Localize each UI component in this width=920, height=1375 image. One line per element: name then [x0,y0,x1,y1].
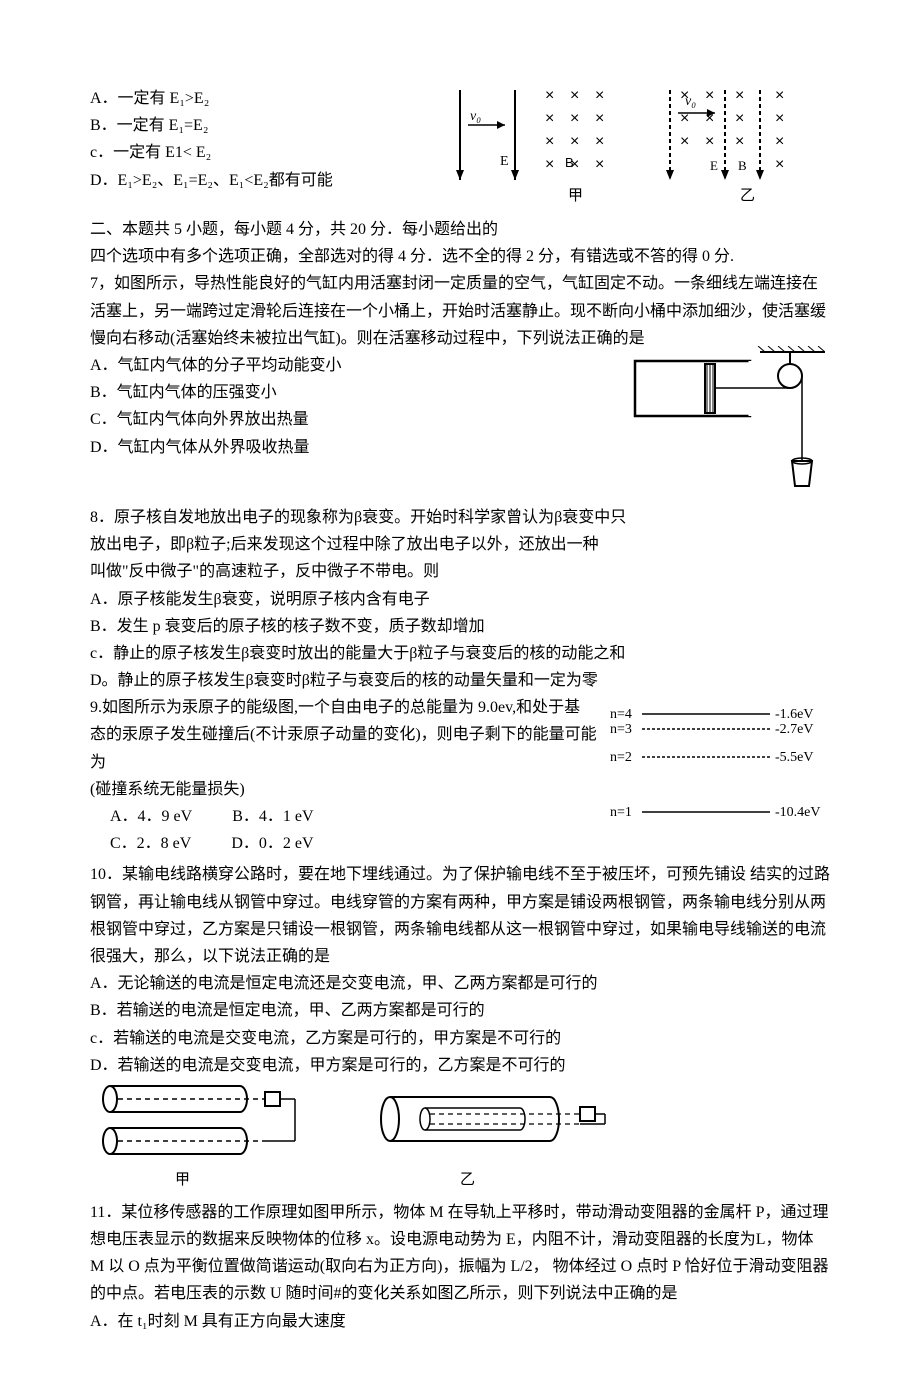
svg-text:×: × [680,110,689,127]
q10-figure: 甲 乙 [90,1079,830,1199]
svg-text:B: B [738,158,747,173]
svg-text:甲: 甲 [568,188,583,204]
svg-text:×: × [570,133,579,150]
q8-opt-d: D。静止的原子核发生β衰变时β粒子与衰变后的核的动量矢量和一定为零 [90,667,830,694]
svg-text:×: × [705,87,714,104]
q8-stem1: 8．原子核自发地放出电子的现象称为β衰变。开始时科学家曾认为β衰变中只 [90,504,830,531]
q7-opt-a: A．气缸内气体的分子平均动能变小 [90,352,630,379]
svg-text:×: × [775,87,784,104]
q9-opt-d: D．0．2 eV [231,830,313,857]
svg-text:-2.7eV: -2.7eV [775,722,814,737]
q8-stem2: 放出电子，即β粒子;后来发现这个过程中除了放出电子以外，还放出一种 [90,531,830,558]
q7-figure [630,346,830,496]
svg-text:×: × [735,133,744,150]
svg-text:n=1: n=1 [610,805,632,820]
svg-text:n=2: n=2 [610,750,632,765]
q9-stem3: (碰撞系统无能量损失) [90,776,610,803]
svg-text:×: × [595,156,604,173]
q8-opt-a: A．原子核能发生β衰变，说明原子核内含有电子 [90,586,830,613]
q8-opt-b: B．发生 p 衰变后的原子核的核子数不变，质子数却增加 [90,613,830,640]
svg-text:×: × [545,110,554,127]
q6-opt-a: A．一定有 E₁>E₂ [90,85,450,112]
q9-energy-levels: n=4 -1.6eV n=3 -2.7eV n=2 -5.5eV n=1 -10… [610,706,830,826]
q9-stem2: 态的汞原子发生碰撞后(不计汞原子动量的变化)，则电子剩下的能量可能为 [90,721,610,775]
q7-opt-b: B．气缸内气体的压强变小 [90,379,630,406]
q11-opt-a: A．在 t₁时刻 M 具有正方向最大速度 [90,1308,830,1335]
section2-header2: 四个选项中有多个选项正确，全部选对的得 4 分．选不全的得 2 分，有错选或不答… [90,243,830,270]
q9-text: 9.如图所示为汞原子的能级图,一个自由电子的总能量为 9.0ev,和处于基 态的… [90,694,610,857]
svg-text:甲: 甲 [175,1172,190,1188]
q6-row: A．一定有 E₁>E₂ B．一定有 E₁=E₂ c．一定有 E1< E₂ D．E… [90,85,830,210]
svg-text:×: × [775,110,784,127]
svg-text:×: × [545,87,554,104]
svg-text:×: × [595,133,604,150]
svg-text:-5.5eV: -5.5eV [775,750,814,765]
q6-options: A．一定有 E₁>E₂ B．一定有 E₁=E₂ c．一定有 E1< E₂ D．E… [90,85,450,210]
q11-stem: 11．某位移传感器的工作原理如图甲所示，物体 M 在导轨上平移时，带动滑动变阻器… [90,1199,830,1308]
q6-opt-b: B．一定有 E₁=E₂ [90,112,450,139]
q9-opt-c: C．2．8 eV [110,830,191,857]
q9-figure: n=4 -1.6eV n=3 -2.7eV n=2 -5.5eV n=1 -10… [610,694,830,857]
svg-text:E: E [500,154,509,169]
svg-text:乙: 乙 [460,1172,475,1188]
svg-text:×: × [595,87,604,104]
q10-stem: 10．某输电线路横穿公路时，要在地下埋线通过。为了保护输电线不至于被压坏，可预先… [90,861,830,970]
svg-text:E: E [710,158,718,173]
q9-stem1: 9.如图所示为汞原子的能级图,一个自由电子的总能量为 9.0ev,和处于基 [90,694,610,721]
q9-opt-b: B．4．1 eV [232,803,313,830]
q10-svg: 甲 乙 [90,1079,650,1199]
q9-opts-row1: A．4．9 eV B．4．1 eV [90,803,610,830]
svg-text:-10.4eV: -10.4eV [775,805,821,820]
svg-text:×: × [735,87,744,104]
q10-opt-a: A．无论输送的电流是恒定电流还是交变电流，甲、乙两方案都是可行的 [90,970,830,997]
q6-opt-c: c．一定有 E1< E₂ [90,139,450,166]
svg-text:-1.6eV: -1.6eV [775,707,814,722]
svg-text:×: × [545,156,554,173]
q10-opt-b: B．若输送的电流是恒定电流，甲、乙两方案都是可行的 [90,997,830,1024]
svg-text:×: × [545,133,554,150]
q7-stem: 7，如图所示，导热性能良好的气缸内用活塞封闭一定质量的空气，气缸固定不动。一条细… [90,270,830,352]
svg-text:×: × [735,110,744,127]
q7-options: A．气缸内气体的分子平均动能变小 B．气缸内气体的压强变小 C．气缸内气体向外界… [90,352,630,496]
svg-text:×: × [705,133,714,150]
q9-opts-row2: C．2．8 eV D．0．2 eV [90,830,610,857]
q6-svg: v₀ E × × × × × × × × × × × B × 甲 [450,85,830,210]
svg-text:×: × [775,133,784,150]
svg-text:×: × [595,110,604,127]
svg-text:×: × [775,156,784,173]
svg-text:乙: 乙 [740,188,755,204]
q6-figure: v₀ E × × × × × × × × × × × B × 甲 [450,85,830,210]
svg-text:×: × [705,110,714,127]
svg-text:×: × [680,133,689,150]
svg-text:n=3: n=3 [610,722,632,737]
q6-opt-d: D．E₁>E₂、E₁=E₂、E₁<E₂都有可能 [90,167,450,194]
q9-opt-a: A．4．9 eV [110,803,192,830]
section2-header1: 二、本题共 5 小题，每小题 4 分，共 20 分．每小题给出的 [90,216,830,243]
q10-opt-d: D．若输送的电流是交变电流，甲方案是可行的，乙方案是不可行的 [90,1052,830,1079]
q10-opt-c: c．若输送的电流是交变电流，乙方案是可行的，甲方案是不可行的 [90,1025,830,1052]
q7-opt-c: C．气缸内气体向外界放出热量 [90,406,630,433]
q7-row: A．气缸内气体的分子平均动能变小 B．气缸内气体的压强变小 C．气缸内气体向外界… [90,352,830,496]
svg-text:n=4: n=4 [610,707,632,722]
q7-opt-d: D．气缸内气体从外界吸收热量 [90,434,630,461]
q8-opt-c: c．静止的原子核发生β衰变时放出的能量大于β粒子与衰变后的核的动能之和 [90,640,830,667]
svg-text:×: × [570,156,579,173]
q7-svg [630,346,825,496]
q9-row: 9.如图所示为汞原子的能级图,一个自由电子的总能量为 9.0ev,和处于基 态的… [90,694,830,857]
q8-stem3: 叫做"反中微子"的高速粒子，反中微子不带电。则 [90,558,830,585]
svg-text:×: × [570,110,579,127]
svg-text:×: × [570,87,579,104]
svg-text:×: × [680,87,689,104]
svg-text:v₀: v₀ [470,109,481,124]
